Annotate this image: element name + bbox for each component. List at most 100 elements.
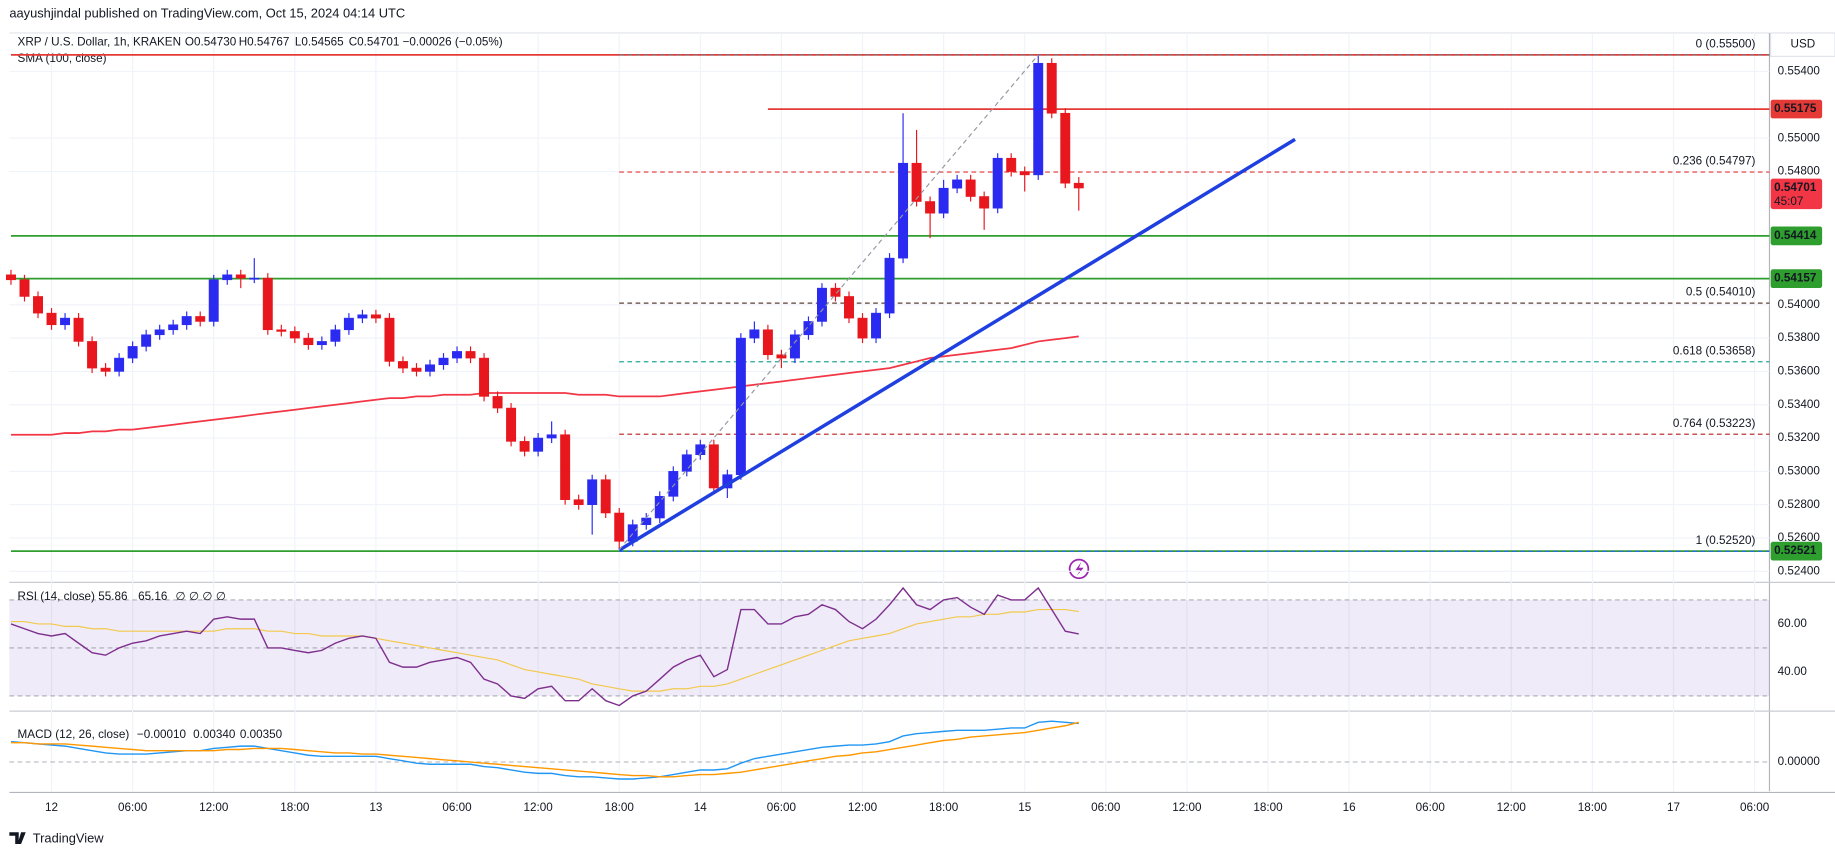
macd-line bbox=[11, 721, 1079, 778]
candle-body bbox=[1006, 157, 1017, 172]
candle-body bbox=[168, 324, 179, 331]
candle-body bbox=[871, 312, 882, 339]
candle-body bbox=[776, 354, 787, 359]
x-tick-label: 06:00 bbox=[767, 801, 797, 814]
candle-body bbox=[384, 317, 395, 362]
candle-body bbox=[952, 179, 963, 189]
ohlc-value: C0.54701 bbox=[349, 35, 400, 48]
candle-body bbox=[208, 279, 219, 322]
x-tick-label: 06:00 bbox=[442, 801, 472, 814]
candle-body bbox=[1060, 112, 1071, 184]
candle-body bbox=[884, 257, 895, 314]
countdown: 45:07 bbox=[1774, 195, 1803, 208]
symbol-title: XRP / U.S. Dollar, 1h, KRAKEN bbox=[18, 35, 181, 48]
x-tick-label: 17 bbox=[1667, 801, 1680, 814]
candle-body bbox=[749, 329, 760, 339]
candle-body bbox=[533, 437, 544, 452]
trendline bbox=[618, 137, 1296, 552]
logo-text: TradingView bbox=[33, 831, 104, 846]
ohlc-value: L0.54565 bbox=[295, 35, 344, 48]
candle-body bbox=[343, 317, 354, 331]
candle-body bbox=[668, 471, 679, 497]
candle-body bbox=[181, 316, 192, 326]
candle-body bbox=[222, 274, 233, 281]
y-tick-label: 0.52600 bbox=[1778, 531, 1821, 544]
candle-body bbox=[681, 454, 692, 472]
sma-line bbox=[11, 335, 1079, 436]
x-tick-label: 16 bbox=[1343, 801, 1356, 814]
candle-body bbox=[546, 434, 557, 439]
x-tick-label: 12:00 bbox=[1497, 801, 1527, 814]
last-price: 0.54701 bbox=[1774, 181, 1817, 194]
candle-body bbox=[614, 512, 625, 542]
candle-body bbox=[965, 179, 976, 197]
x-tick-label: 06:00 bbox=[1740, 801, 1770, 814]
candle-body bbox=[654, 496, 665, 519]
price-badge-label: 0.55175 bbox=[1774, 102, 1817, 115]
candle-body bbox=[411, 367, 422, 372]
currency-box[interactable] bbox=[1770, 32, 1835, 57]
x-tick-label: 18:00 bbox=[1253, 801, 1283, 814]
fib-label: 0.236 (0.54797) bbox=[1673, 155, 1756, 168]
ohlc-value: H0.54767 bbox=[239, 35, 290, 48]
candle-body bbox=[73, 317, 84, 342]
candle-body bbox=[465, 351, 476, 359]
price-badge-label: 0.54414 bbox=[1774, 229, 1817, 242]
candle-body bbox=[19, 279, 30, 297]
macd-legend-value: 0.00350 bbox=[240, 728, 283, 741]
price-badge bbox=[1770, 99, 1823, 119]
price-badge bbox=[1770, 541, 1823, 561]
price-badge bbox=[1770, 269, 1823, 289]
y-tick-label: 0.53000 bbox=[1778, 464, 1821, 477]
publisher: aayushjindal published on TradingView.co… bbox=[9, 6, 405, 21]
y-tick-label: 0.55000 bbox=[1778, 131, 1821, 144]
candle-body bbox=[154, 329, 165, 336]
fib-label: 1 (0.52520) bbox=[1696, 534, 1756, 547]
currency[interactable]: USD bbox=[1791, 38, 1816, 51]
candle-body bbox=[938, 187, 949, 214]
x-tick-label: 12:00 bbox=[1172, 801, 1202, 814]
candle-body bbox=[573, 499, 584, 505]
y-tick-label: 60.00 bbox=[1778, 617, 1808, 630]
candle-body bbox=[803, 321, 814, 336]
logo-mark bbox=[9, 832, 26, 844]
candle-body bbox=[6, 274, 16, 281]
y-tick-label: 0.55400 bbox=[1778, 65, 1821, 78]
candle-body bbox=[587, 479, 598, 505]
fib-label: 0.618 (0.53658) bbox=[1673, 344, 1756, 357]
x-tick-label: 18:00 bbox=[1578, 801, 1608, 814]
fib-label: 0.5 (0.54010) bbox=[1686, 286, 1756, 299]
rsi-title: RSI (14, close) bbox=[18, 590, 95, 603]
y-tick-label: 0.52800 bbox=[1778, 498, 1821, 511]
x-tick-label: 18:00 bbox=[280, 801, 310, 814]
y-tick-label: 40.00 bbox=[1778, 665, 1808, 678]
price-badge-label: 0.54157 bbox=[1774, 272, 1816, 285]
candle-body bbox=[789, 334, 800, 359]
x-tick-label: 06:00 bbox=[1091, 801, 1121, 814]
x-tick-label: 12:00 bbox=[523, 801, 553, 814]
candle-body bbox=[303, 337, 314, 346]
candle-body bbox=[519, 441, 530, 452]
candle-body bbox=[992, 157, 1003, 209]
candle-body bbox=[735, 337, 746, 475]
last-price-badge bbox=[1770, 178, 1823, 210]
rsi-line bbox=[10, 586, 1079, 707]
candle-body bbox=[857, 317, 868, 339]
y-tick-label: 0.52400 bbox=[1778, 564, 1821, 577]
candle-body bbox=[762, 329, 773, 356]
rsi-legend-value: 65.16 bbox=[138, 590, 167, 603]
event-icon-bolt bbox=[1075, 561, 1084, 576]
candle-body bbox=[816, 287, 827, 322]
candle-body bbox=[289, 331, 300, 339]
x-tick-label: 14 bbox=[694, 801, 708, 814]
candle-body bbox=[600, 479, 611, 514]
candle-body bbox=[276, 329, 287, 332]
candle-body bbox=[830, 287, 841, 297]
y-tick-label: 0.54800 bbox=[1778, 165, 1821, 178]
sma-legend: SMA (100, close) bbox=[18, 52, 107, 65]
rsi-legend-value: 55.86 bbox=[98, 590, 127, 603]
macd-title: MACD (12, 26, close) bbox=[18, 728, 130, 741]
logo[interactable]: TradingView bbox=[9, 831, 104, 846]
